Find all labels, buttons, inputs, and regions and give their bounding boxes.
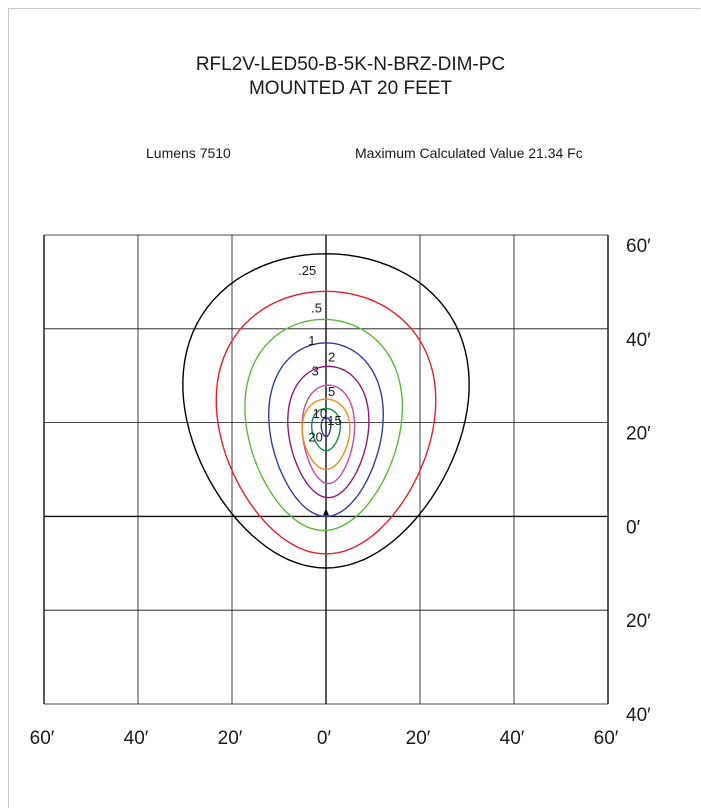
fixture-marker-icon	[323, 508, 329, 516]
contour-2-fc	[267, 342, 385, 518]
contour-label: 15	[327, 413, 341, 428]
chart-subtitle: MOUNTED AT 20 FEET	[248, 78, 453, 99]
chart-title: RFL2V-LED50-B-5K-N-BRZ-DIM-PC	[195, 54, 506, 75]
contour-label: 1	[308, 333, 315, 348]
contour-label: 5	[328, 384, 335, 399]
contour-20-fc	[320, 417, 332, 438]
x-tick-label: 20′	[406, 728, 431, 749]
lumens-label: Lumens 7510	[146, 145, 231, 161]
contour-p5-fc	[215, 290, 437, 555]
x-tick-label: 40′	[500, 728, 525, 749]
contour-3-fc	[287, 365, 370, 499]
y-tick-label: 20′	[626, 424, 651, 445]
y-tick-label: 0′	[626, 517, 641, 538]
contour-label: 2	[328, 350, 335, 365]
contour-1-fc	[244, 318, 404, 532]
x-tick-label: 40′	[124, 728, 149, 749]
y-tick-label: 60′	[626, 236, 651, 257]
x-tick-label: 60′	[594, 728, 619, 749]
x-tick-label: 0′	[317, 728, 332, 749]
x-tick-label: 20′	[218, 728, 243, 749]
contour-label: 3	[312, 364, 319, 379]
y-tick-label: 40′	[626, 705, 651, 726]
x-tick-label: 60′	[30, 728, 55, 749]
contour-label: .5	[311, 300, 322, 315]
y-tick-label: 20′	[626, 611, 651, 632]
contour-label: 20	[308, 429, 322, 444]
max-value-label: Maximum Calculated Value 21.34 Fc	[355, 145, 583, 161]
contour-label: 10	[313, 406, 327, 421]
contour-10-fc	[301, 398, 351, 471]
y-tick-label: 40′	[626, 330, 651, 351]
page-frame	[8, 8, 700, 808]
contour-p25-fc	[182, 253, 470, 569]
contour-15-fc	[311, 407, 341, 452]
contour-label: .25	[298, 263, 316, 278]
